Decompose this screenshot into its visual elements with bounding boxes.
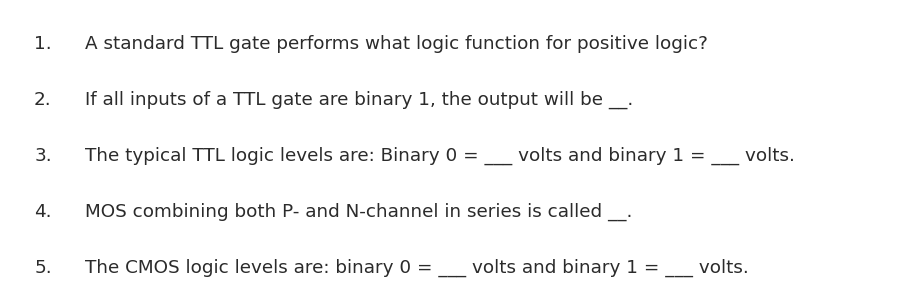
Text: A standard TTL gate performs what logic function for positive logic?: A standard TTL gate performs what logic … bbox=[85, 35, 708, 53]
Text: The typical TTL logic levels are: Binary 0 = ___ volts and binary 1 = ___ volts.: The typical TTL logic levels are: Binary… bbox=[85, 147, 795, 165]
Text: 1.: 1. bbox=[34, 35, 52, 53]
Text: 5.: 5. bbox=[34, 259, 52, 277]
Text: The CMOS logic levels are: binary 0 = ___ volts and binary 1 = ___ volts.: The CMOS logic levels are: binary 0 = __… bbox=[85, 259, 749, 277]
Text: If all inputs of a TTL gate are binary 1, the output will be __.: If all inputs of a TTL gate are binary 1… bbox=[85, 91, 633, 109]
Text: 3.: 3. bbox=[34, 147, 52, 165]
Text: 2.: 2. bbox=[34, 91, 52, 109]
Text: 4.: 4. bbox=[34, 203, 52, 221]
Text: MOS combining both P- and N-channel in series is called __.: MOS combining both P- and N-channel in s… bbox=[85, 203, 632, 221]
